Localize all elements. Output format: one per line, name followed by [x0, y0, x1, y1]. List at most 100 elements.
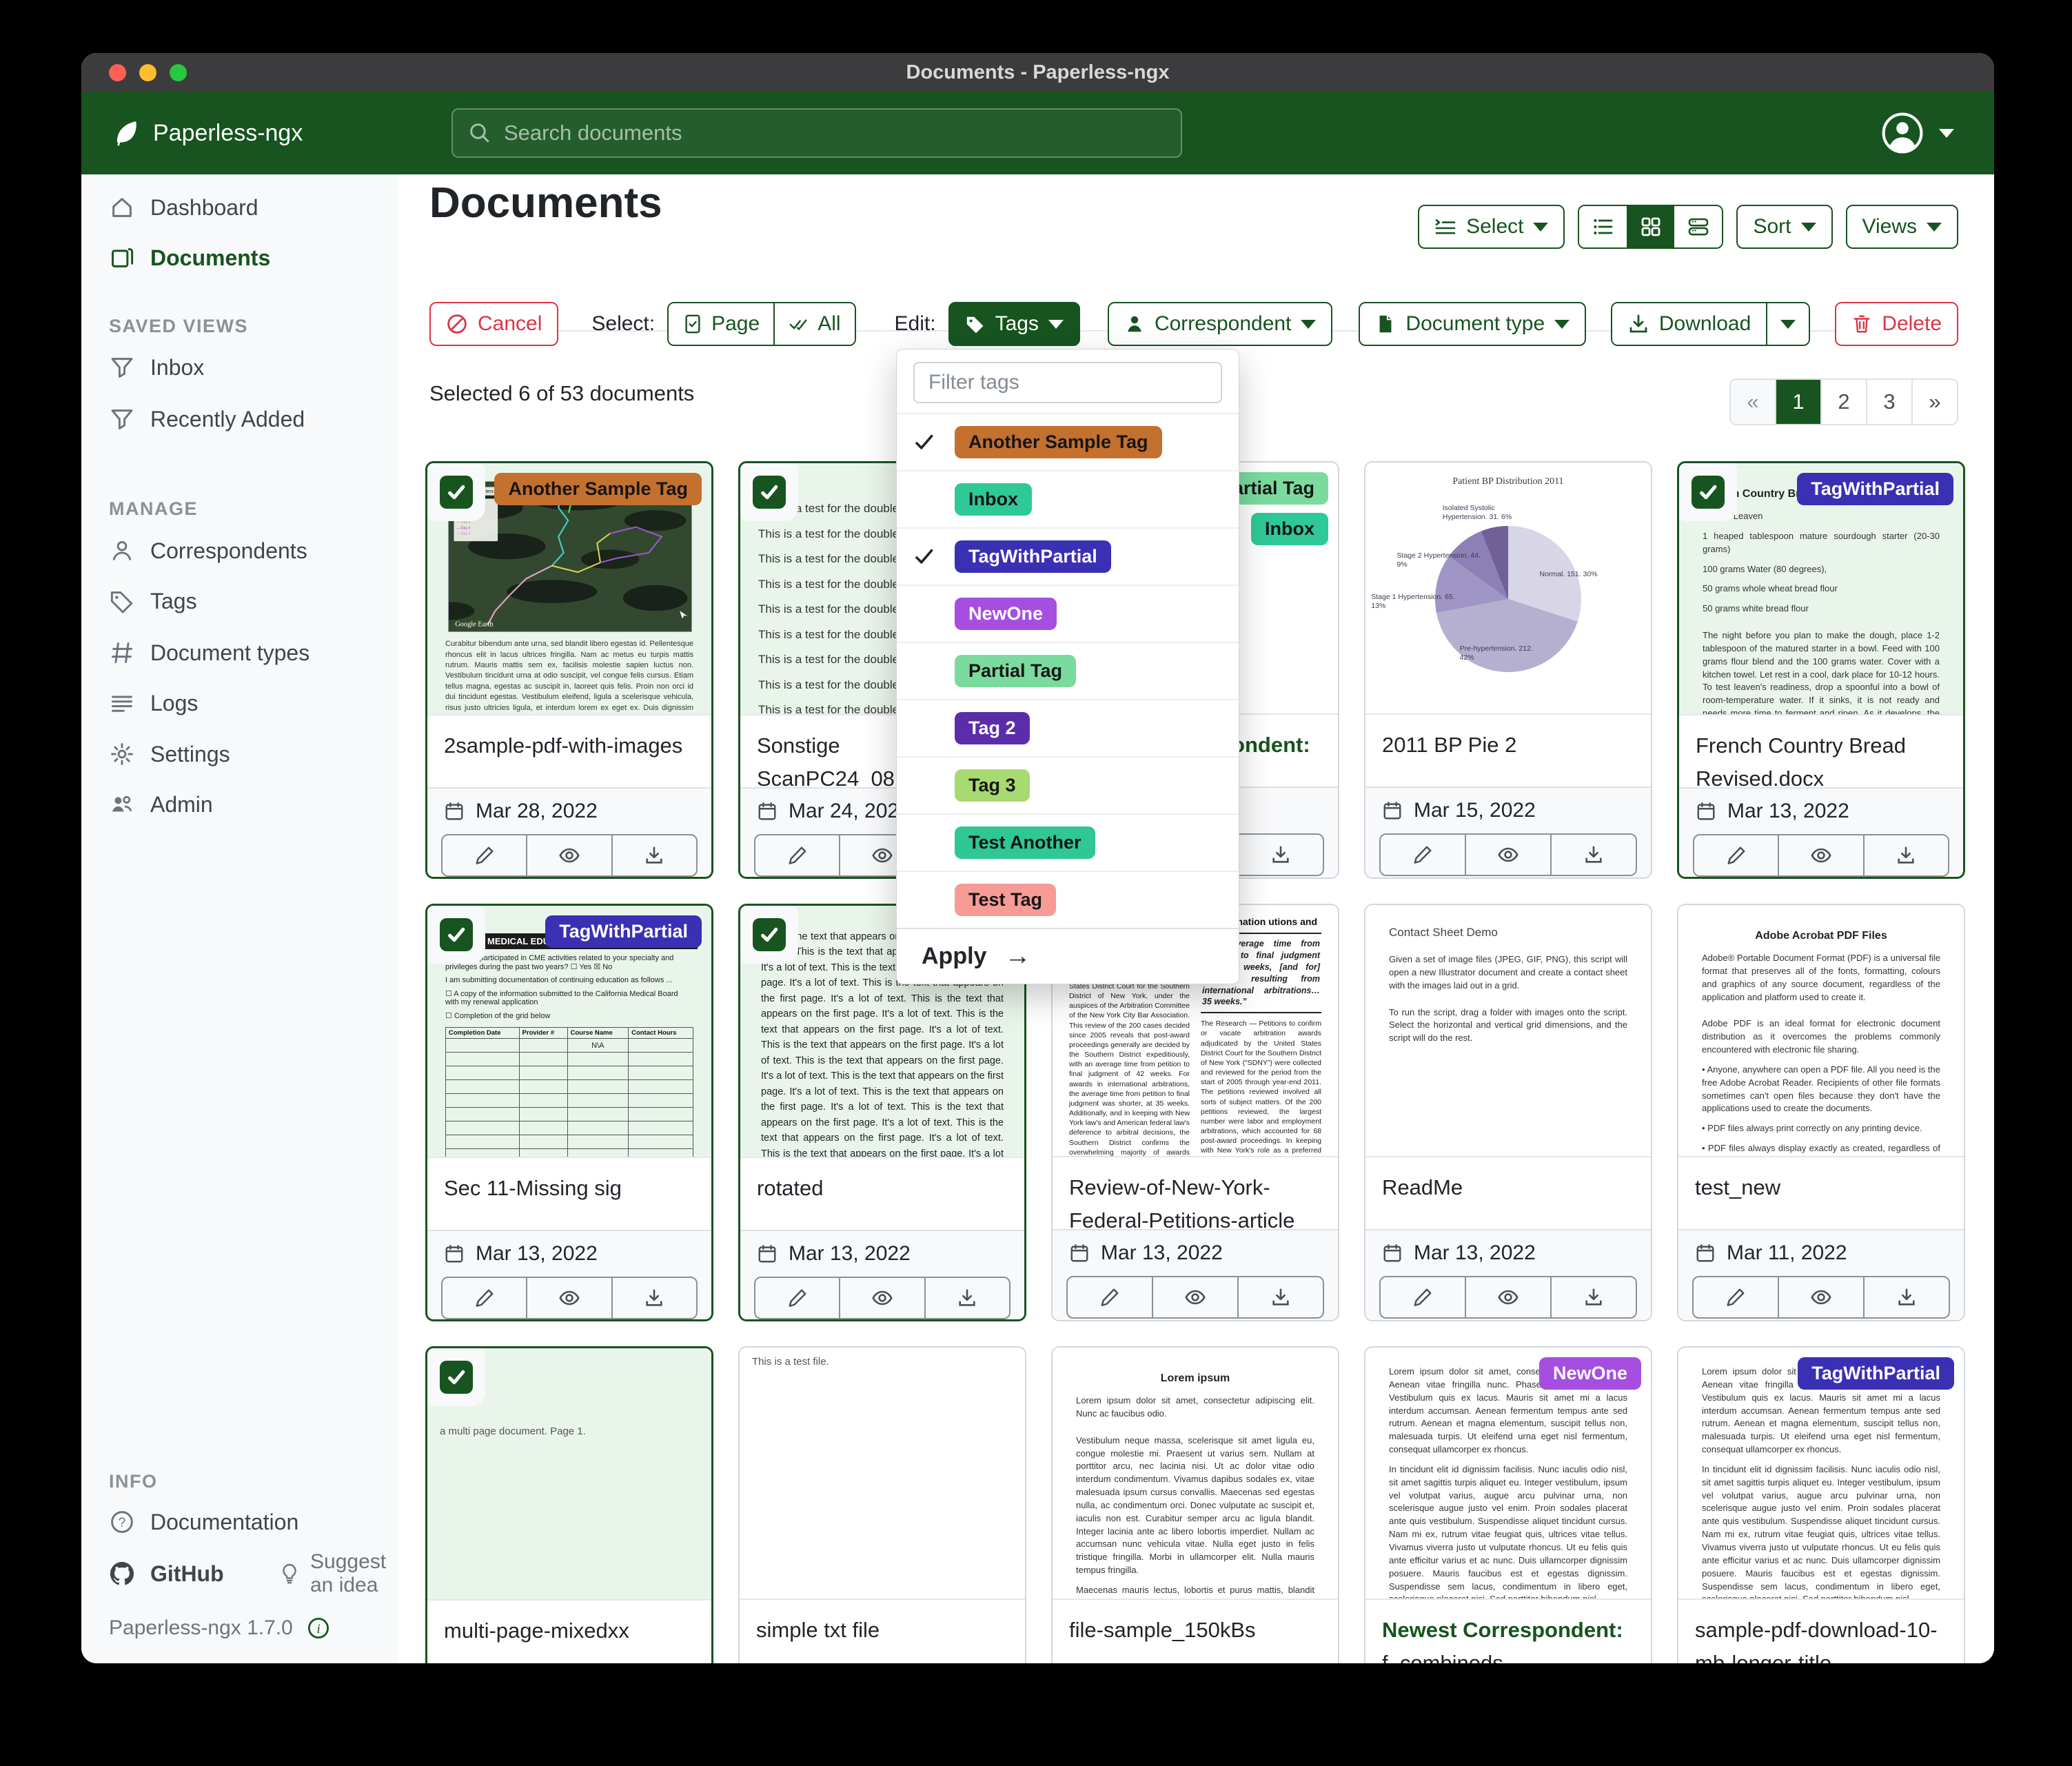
- document-title[interactable]: simple txt file: [740, 1598, 1025, 1663]
- search-input[interactable]: [502, 120, 1166, 146]
- tag-badge[interactable]: NewOne: [1538, 1357, 1641, 1390]
- view-document-button[interactable]: [839, 835, 924, 875]
- brand[interactable]: Paperless-ngx: [109, 92, 303, 174]
- delete-button[interactable]: Delete: [1835, 302, 1958, 346]
- download-document-button[interactable]: [611, 1278, 696, 1318]
- download-options-button[interactable]: [1766, 303, 1809, 345]
- edit-document-button[interactable]: [1381, 835, 1465, 875]
- view-document-button[interactable]: [1465, 1277, 1550, 1317]
- document-preview[interactable]: Patient BP Distribution 2011 Normal. 151.…: [1365, 463, 1651, 713]
- edit-document-button[interactable]: [755, 835, 839, 875]
- download-document-button[interactable]: [924, 1278, 1009, 1318]
- tag-option[interactable]: TagWithPartial: [897, 527, 1239, 585]
- document-title[interactable]: 2011 BP Pie 2: [1365, 713, 1651, 786]
- document-title[interactable]: sample-pdf-download-10-mb-longer-title: [1678, 1598, 1964, 1663]
- document-title[interactable]: Newest Correspondent: f_combineds: [1365, 1598, 1651, 1663]
- page-button-2[interactable]: 2: [1820, 380, 1866, 424]
- edit-document-button[interactable]: [755, 1278, 839, 1318]
- document-title[interactable]: Sec 11-Missing sig: [427, 1157, 711, 1230]
- document-checkbox[interactable]: [740, 463, 798, 521]
- tag-option[interactable]: Test Another: [897, 813, 1239, 871]
- edit-document-button[interactable]: [1381, 1277, 1465, 1317]
- view-document-button[interactable]: [526, 835, 611, 875]
- document-preview[interactable]: Adobe Acrobat PDF Files Adobe® Portable D…: [1678, 905, 1964, 1156]
- document-preview[interactable]: Contact Sheet Demo Given a set of image f…: [1365, 905, 1651, 1156]
- close-window-button[interactable]: [109, 64, 126, 81]
- info-circle-icon[interactable]: i: [307, 1616, 330, 1640]
- view-detail-button[interactable]: [1674, 206, 1723, 247]
- tag-option[interactable]: Tag 3: [897, 756, 1239, 813]
- document-preview[interactable]: This is a test file.: [740, 1348, 1025, 1598]
- sidebar-item-documentation[interactable]: ? Documentation: [81, 1500, 398, 1544]
- tag-option[interactable]: Test Tag: [897, 871, 1239, 928]
- sidebar-item-inbox[interactable]: Inbox: [81, 345, 398, 389]
- document-title[interactable]: file-sample_150kBs: [1053, 1598, 1338, 1663]
- sidebar-item-settings[interactable]: Settings: [81, 732, 398, 776]
- document-type-dropdown-button[interactable]: Document type: [1359, 302, 1587, 346]
- sidebar-item-dashboard[interactable]: Dashboard: [81, 185, 398, 230]
- document-preview[interactable]: Lorem ipsum dolor sit amet, consectetur …: [1678, 1348, 1964, 1598]
- tag-option[interactable]: Partial Tag: [897, 642, 1239, 699]
- tag-option[interactable]: Another Sample Tag: [897, 413, 1239, 470]
- sidebar-item-tags[interactable]: Tags: [81, 579, 398, 623]
- document-preview[interactable]: Lorem ipsum Lorem ipsum dolor sit amet, c…: [1053, 1348, 1338, 1598]
- edit-document-button[interactable]: [1694, 1277, 1778, 1317]
- select-dropdown-button[interactable]: Select: [1418, 205, 1565, 249]
- download-document-button[interactable]: [1550, 835, 1636, 875]
- view-grid-button[interactable]: [1627, 206, 1675, 247]
- document-checkbox[interactable]: [427, 906, 485, 964]
- document-title[interactable]: multi-page-mixedxx: [427, 1599, 711, 1663]
- page-button-»[interactable]: »: [1911, 380, 1957, 424]
- view-document-button[interactable]: [1778, 1277, 1863, 1317]
- edit-document-button[interactable]: [443, 835, 526, 875]
- sidebar-item-logs[interactable]: Logs: [81, 681, 398, 725]
- tag-badge[interactable]: TagWithPartial: [1798, 1357, 1954, 1390]
- user-menu[interactable]: [1881, 92, 1954, 174]
- document-checkbox[interactable]: [1679, 463, 1737, 521]
- download-document-button[interactable]: [1862, 835, 1948, 875]
- view-document-button[interactable]: [1465, 835, 1550, 875]
- sort-dropdown-button[interactable]: Sort: [1736, 205, 1833, 249]
- download-document-button[interactable]: [1237, 835, 1323, 875]
- tag-badge[interactable]: Another Sample Tag: [494, 473, 702, 505]
- document-checkbox[interactable]: [740, 906, 798, 964]
- tag-badge[interactable]: TagWithPartial: [545, 915, 702, 948]
- view-document-button[interactable]: [1778, 835, 1862, 875]
- document-checkbox[interactable]: [427, 1348, 485, 1406]
- view-list-button[interactable]: [1579, 206, 1627, 247]
- download-document-button[interactable]: [1237, 1277, 1323, 1317]
- page-button-3[interactable]: 3: [1866, 380, 1911, 424]
- document-title[interactable]: 2sample-pdf-with-images: [427, 714, 711, 787]
- document-checkbox[interactable]: [427, 463, 485, 521]
- correspondent-dropdown-button[interactable]: Correspondent: [1107, 302, 1333, 346]
- suggest-idea-link[interactable]: Suggest an idea: [278, 1550, 398, 1596]
- download-document-button[interactable]: [1863, 1277, 1949, 1317]
- download-document-button[interactable]: [611, 835, 696, 875]
- page-button-1[interactable]: 1: [1775, 380, 1820, 424]
- sidebar-item-document-types[interactable]: Document types: [81, 631, 398, 675]
- sidebar-item-correspondents[interactable]: Correspondents: [81, 529, 398, 573]
- sidebar-item-admin[interactable]: Admin: [81, 782, 398, 826]
- edit-document-button[interactable]: [443, 1278, 526, 1318]
- document-title[interactable]: Review-of-New-York-Federal-Petitions-art…: [1053, 1156, 1338, 1229]
- tag-option[interactable]: Tag 2: [897, 699, 1239, 756]
- document-title[interactable]: rotated: [740, 1157, 1024, 1230]
- download-document-button[interactable]: [1550, 1277, 1636, 1317]
- view-document-button[interactable]: [1152, 1277, 1237, 1317]
- view-document-button[interactable]: [526, 1278, 611, 1318]
- tag-badge[interactable]: TagWithPartial: [1797, 473, 1953, 505]
- edit-document-button[interactable]: [1068, 1277, 1152, 1317]
- tag-option[interactable]: NewOne: [897, 585, 1239, 642]
- cancel-button[interactable]: Cancel: [429, 302, 559, 346]
- edit-document-button[interactable]: [1694, 835, 1778, 875]
- document-title[interactable]: test_new: [1678, 1156, 1964, 1229]
- view-document-button[interactable]: [839, 1278, 924, 1318]
- tag-badge[interactable]: Inbox: [1251, 513, 1328, 545]
- minimize-window-button[interactable]: [139, 64, 156, 81]
- sidebar-item-github[interactable]: GitHub: [81, 1552, 398, 1596]
- tags-dropdown-button[interactable]: Tags: [948, 302, 1080, 346]
- select-all-button[interactable]: All: [773, 303, 855, 345]
- zoom-window-button[interactable]: [170, 64, 187, 81]
- apply-tags-button[interactable]: Apply →: [897, 928, 1239, 984]
- views-dropdown-button[interactable]: Views: [1845, 205, 1958, 249]
